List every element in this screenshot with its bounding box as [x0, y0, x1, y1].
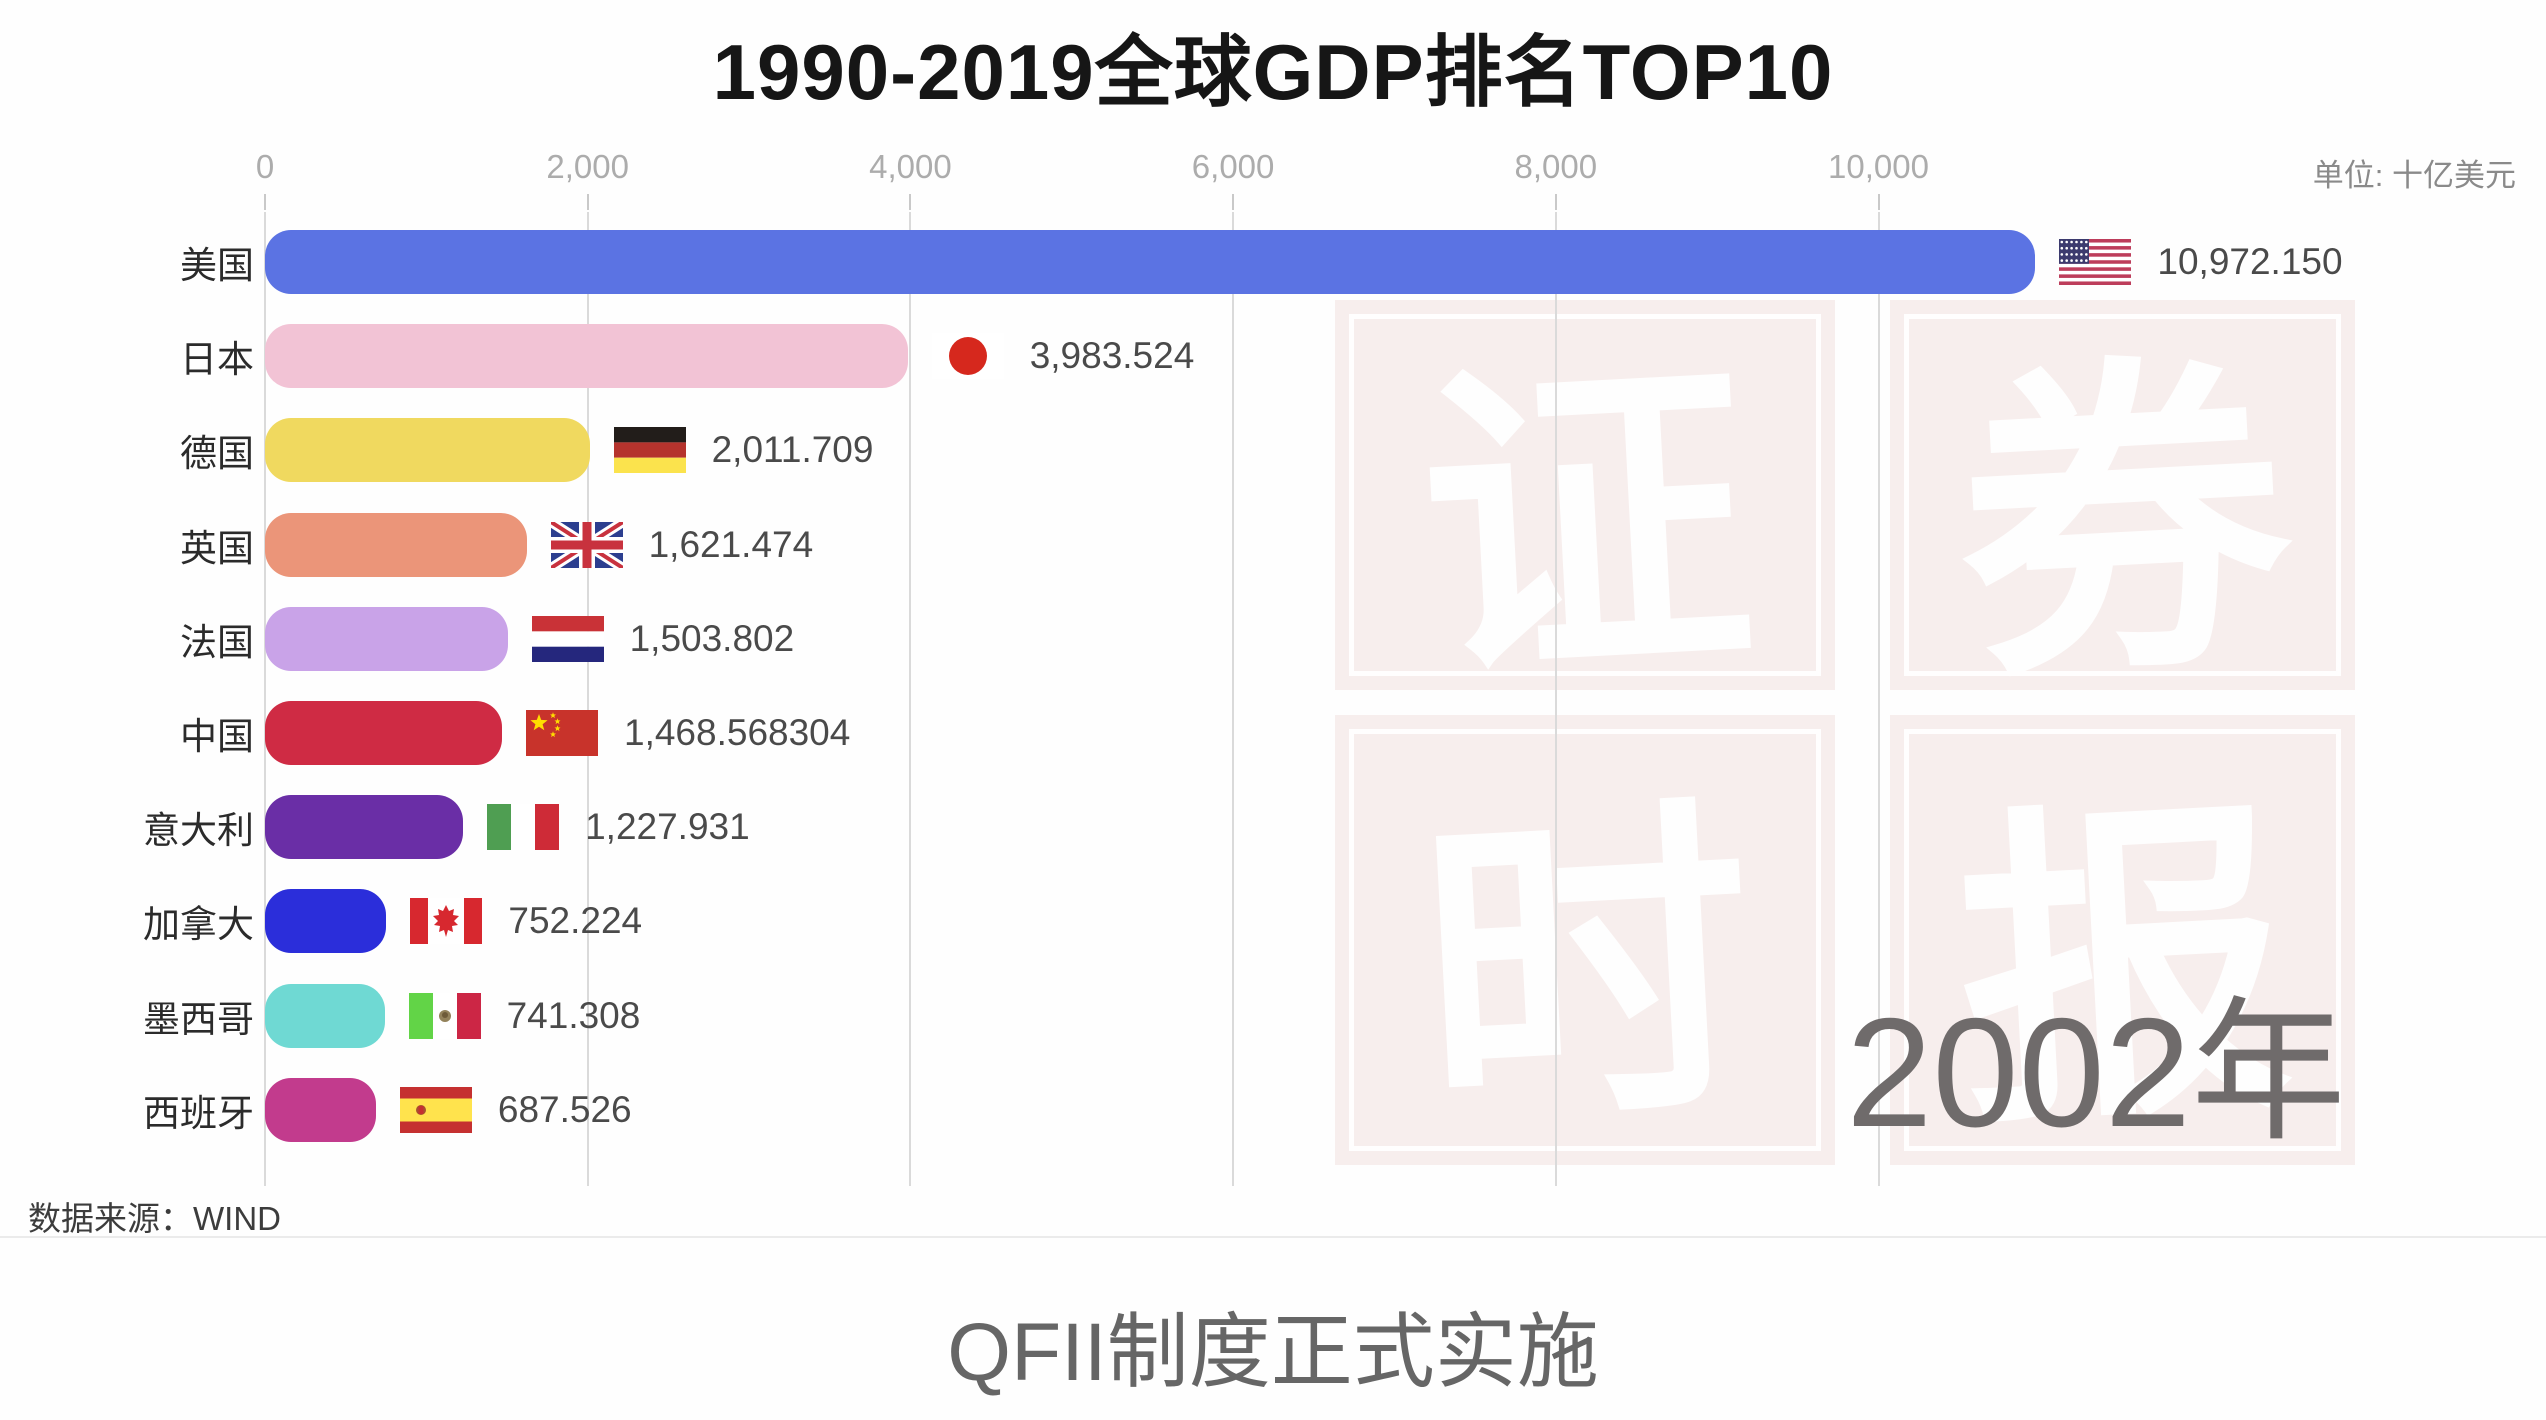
data-source-label: 数据来源：WIND [28, 1200, 281, 1237]
chart-row: 加拿大 752.224 [0, 874, 2546, 968]
x-tick-label: 2,000 [546, 148, 629, 185]
event-caption: QFII制度正式实施 [947, 1307, 1599, 1398]
flag-cn-icon [526, 710, 598, 756]
gridline [264, 212, 266, 1186]
flag-it-icon [487, 804, 560, 851]
gridline [1554, 212, 1557, 1186]
chart-row: 中国 1,468.568304 [0, 686, 2546, 780]
flag-ca-icon [410, 898, 483, 945]
value-label: 3,983.524 [1029, 335, 1195, 377]
chart-row: 日本 3,983.524 [0, 309, 2546, 403]
value-label: 1,468.568304 [624, 712, 851, 753]
flag-us-icon [2059, 239, 2132, 285]
chart-row: 西班牙 687.526 [0, 1063, 2546, 1157]
chart-title: 1990-2019全球GDP排名TOP10 [712, 28, 1834, 116]
watermark-frame [1349, 729, 1821, 1151]
value-label: 1,621.474 [648, 523, 814, 565]
x-tick-mark [1232, 194, 1235, 210]
country-label: 德国 [180, 433, 254, 475]
x-tick-label: 0 [255, 148, 275, 185]
value-bar [265, 512, 527, 577]
country-label: 墨西哥 [143, 998, 254, 1040]
country-label: 中国 [180, 716, 254, 757]
value-label: 2,011.709 [711, 429, 874, 471]
country-label: 日本 [180, 339, 254, 381]
value-bar [265, 324, 908, 389]
watermark-frame [1904, 729, 2341, 1151]
country-label: 美国 [180, 245, 254, 286]
x-tick-label: 6,000 [1191, 148, 1275, 185]
value-label: 1,503.802 [629, 617, 795, 659]
separator-line [0, 1236, 2546, 1238]
x-tick-label: 10,000 [1828, 148, 1929, 185]
value-label: 1,227.931 [585, 806, 750, 848]
gridline [909, 212, 912, 1186]
country-label: 加拿大 [143, 904, 254, 946]
flag-es-icon [399, 1086, 472, 1133]
value-bar [265, 701, 502, 765]
country-label: 西班牙 [143, 1092, 254, 1134]
country-label: 英国 [180, 527, 254, 569]
value-bar [265, 983, 385, 1048]
flag-de-icon [613, 427, 686, 474]
value-bar [265, 1077, 376, 1142]
chart-row: 美国 10,972.150 [0, 215, 2546, 309]
x-tick-mark [586, 194, 589, 210]
axis-unit-label: 单位: 十亿美元 [2312, 158, 2516, 193]
chart-row: 意大利 1,227.931 [0, 780, 2546, 874]
flag-mx-icon [408, 992, 481, 1039]
value-bar [265, 606, 508, 671]
value-bar [265, 230, 2036, 294]
value-bar [265, 889, 387, 954]
flag-jp-icon [931, 333, 1004, 380]
x-tick-mark [264, 194, 266, 210]
watermark-tile-shi: 时 [1335, 715, 1835, 1165]
gridline [1877, 212, 1880, 1186]
watermark-tile-zheng: 证 [1335, 300, 1835, 716]
watermark-tile-quan: 券 [1890, 300, 2355, 716]
year-label: 2002年 [1846, 986, 2346, 1159]
country-label: 意大利 [143, 810, 254, 852]
watermark-tile-bao: 报 [1890, 715, 2355, 1165]
value-label: 752.224 [508, 900, 643, 942]
watermark-frame [1904, 314, 2341, 676]
value-label: 10,972.150 [2157, 241, 2343, 282]
value-label: 687.526 [497, 1088, 632, 1130]
value-label: 741.308 [506, 994, 641, 1036]
country-label: 法国 [180, 621, 254, 663]
value-bar [265, 795, 464, 860]
x-tick-label: 4,000 [869, 148, 952, 185]
chart-row: 德国 2,011.709 [0, 403, 2546, 497]
flag-fr-icon [531, 615, 604, 662]
watermark-frame [1349, 314, 1821, 676]
flag-gb-icon [550, 521, 623, 568]
chart-row: 法国 1,503.802 [0, 592, 2546, 686]
chart-row: 英国 1,621.474 [0, 498, 2546, 592]
x-tick-label: 8,000 [1514, 148, 1598, 185]
x-tick-mark [909, 194, 912, 210]
x-tick-mark [1554, 194, 1557, 210]
value-bar [265, 418, 590, 483]
gridline [1232, 212, 1235, 1186]
chart-row: 墨西哥 741.308 [0, 969, 2546, 1063]
x-tick-mark [1877, 194, 1880, 210]
gridline [586, 212, 589, 1186]
